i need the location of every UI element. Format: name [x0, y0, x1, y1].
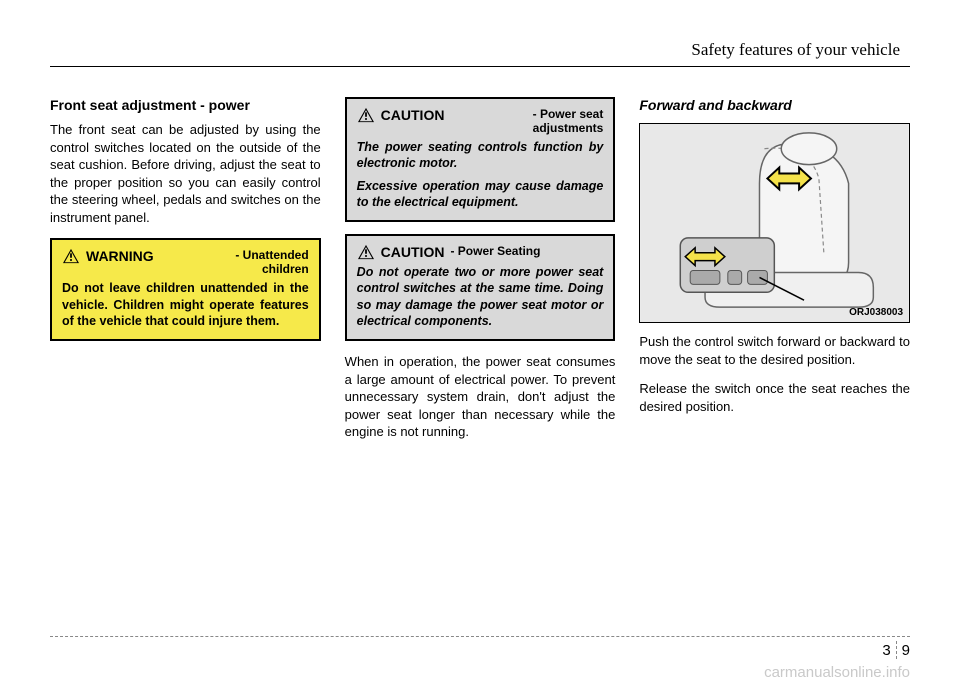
caution1-label: CAUTION	[381, 107, 445, 123]
column-1: Front seat adjustment - power The front …	[50, 97, 321, 453]
page-number: 3 9	[882, 641, 910, 659]
content-columns: Front seat adjustment - power The front …	[50, 97, 910, 453]
caution2-subtitle: - Power Seating	[450, 244, 540, 258]
header-rule	[50, 66, 910, 67]
watermark: carmanualsonline.info	[764, 664, 910, 681]
figure-label: ORJ038003	[849, 307, 903, 318]
col3-para1: Push the control switch forward or backw…	[639, 333, 910, 368]
footer-rule	[50, 636, 910, 637]
warning-icon	[62, 248, 80, 264]
forward-backward-heading: Forward and backward	[639, 97, 910, 113]
caution-icon	[357, 107, 375, 123]
intro-text: The front seat can be adjusted by using …	[50, 121, 321, 226]
warning-box: WARNING - Unattended children Do not lea…	[50, 238, 321, 341]
chapter-title: Safety features of your vehicle	[50, 40, 910, 60]
caution-box-2: CAUTION - Power Seating Do not operate t…	[345, 234, 616, 341]
col2-para: When in operation, the power seat consum…	[345, 353, 616, 441]
caution1-body2: Excessive operation may cause damage to …	[357, 178, 604, 211]
caution2-label: CAUTION	[381, 244, 445, 260]
section-title: Front seat adjustment - power	[50, 97, 321, 113]
col3-para2: Release the switch once the seat reaches…	[639, 380, 910, 415]
seat-adjustment-figure: ORJ038003	[639, 123, 910, 323]
caution-box-1: CAUTION - Power seat adjustments The pow…	[345, 97, 616, 222]
caution1-subtitle: - Power seat adjustments	[493, 107, 603, 135]
column-2: CAUTION - Power seat adjustments The pow…	[345, 97, 616, 453]
page-number-value: 9	[902, 642, 910, 659]
caution2-body: Do not operate two or more power seat co…	[357, 264, 604, 329]
caution-icon	[357, 244, 375, 260]
column-3: Forward and backward	[639, 97, 910, 453]
seat-illustration	[640, 124, 909, 322]
warning-body: Do not leave children unattended in the …	[62, 280, 309, 329]
page-sep	[896, 641, 897, 659]
warning-subtitle: - Unattended children	[199, 248, 309, 276]
section-number: 3	[882, 642, 890, 659]
warning-label: WARNING	[86, 248, 154, 264]
caution1-body1: The power seating controls function by e…	[357, 139, 604, 172]
